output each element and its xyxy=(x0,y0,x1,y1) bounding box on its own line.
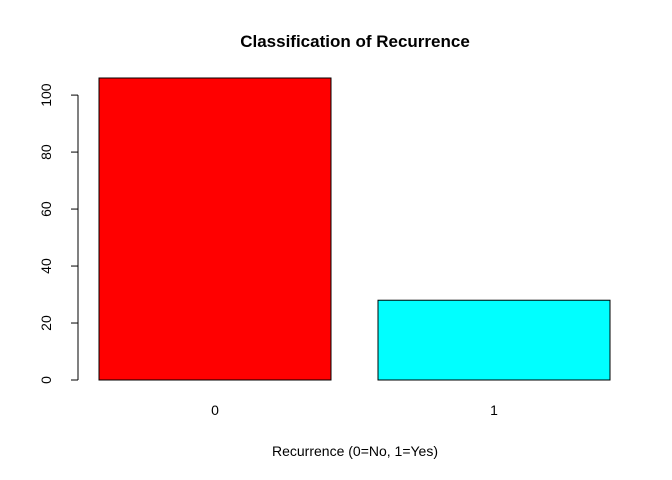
x-tick-label: 0 xyxy=(211,402,219,418)
bars xyxy=(98,77,611,381)
bar-0 xyxy=(98,77,332,381)
y-tick-label: 80 xyxy=(38,144,54,160)
x-tick-label: 1 xyxy=(490,402,498,418)
y-tick-label: 20 xyxy=(38,315,54,331)
y-axis: 0 20 40 60 80 100 xyxy=(38,83,79,384)
y-tick-label: 60 xyxy=(38,201,54,217)
y-tick-label: 100 xyxy=(38,83,54,107)
chart-title: Classification of Recurrence xyxy=(240,32,470,51)
x-axis-label: Recurrence (0=No, 1=Yes) xyxy=(272,443,438,459)
bar-1 xyxy=(377,299,611,381)
y-tick-label: 40 xyxy=(38,258,54,274)
y-tick-label: 0 xyxy=(38,376,54,384)
